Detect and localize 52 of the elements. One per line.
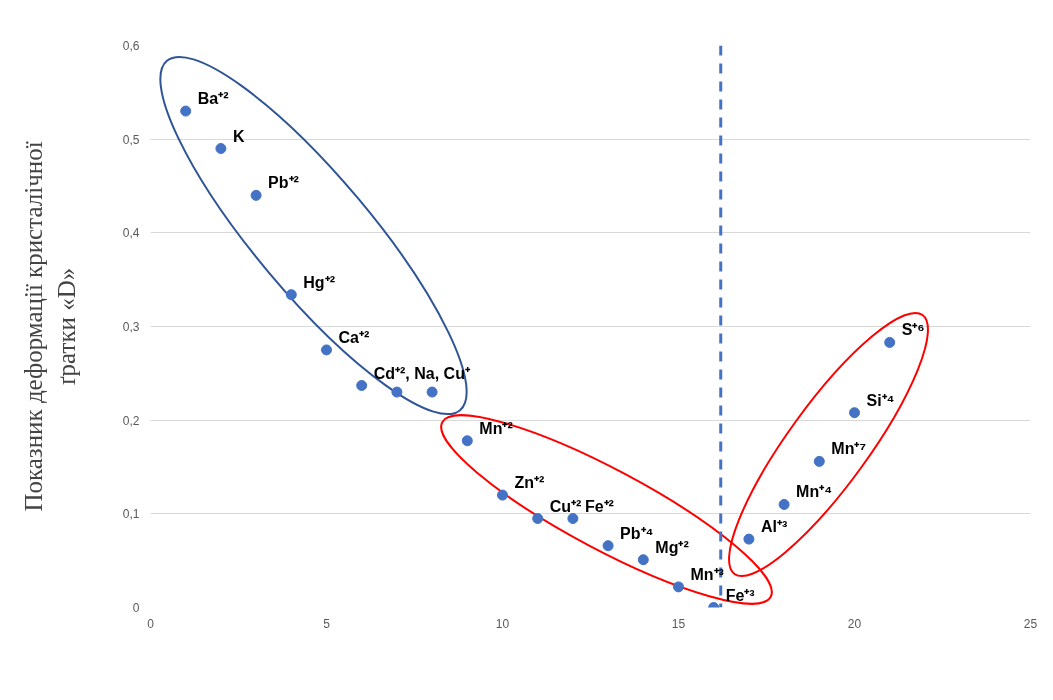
annotation: Pb⁺⁴ <box>620 524 654 542</box>
point <box>497 489 508 501</box>
x-tick-label: 20 <box>847 616 862 631</box>
point <box>637 554 649 566</box>
point <box>215 143 227 155</box>
x-tick-label: 25 <box>1023 616 1038 631</box>
y-tick-label: 0,4 <box>122 226 140 241</box>
y-tick-label: 0,2 <box>122 413 140 428</box>
point <box>391 386 403 398</box>
x-tick-label: 5 <box>323 616 331 631</box>
point <box>813 455 825 467</box>
y-tick-label: 0,3 <box>122 320 140 334</box>
y-axis-title: Показник деформації кристалічної ґратки «D» <box>20 141 80 512</box>
point <box>285 289 297 301</box>
annotation: Mg⁺² <box>655 538 689 556</box>
annotation: Al⁺³ <box>760 518 788 536</box>
annotation: Hg⁺² <box>303 273 335 291</box>
annotation: Mn⁺³ <box>690 565 724 583</box>
y-tick-label: 0,6 <box>122 39 140 53</box>
annotation: Ba⁺² <box>197 90 229 108</box>
x-tick-label: 15 <box>671 616 686 631</box>
y-tick-label: 0 <box>132 601 140 615</box>
point <box>743 533 755 545</box>
point <box>321 344 332 356</box>
y-tick-label: 0,1 <box>122 507 140 522</box>
point <box>356 380 368 391</box>
y-tick-label: 0,5 <box>122 132 140 147</box>
point <box>602 540 614 552</box>
annotation: Ca⁺² <box>338 328 370 346</box>
x-tick-label: 0 <box>147 616 155 631</box>
annotation: Fe⁺³ <box>725 586 755 604</box>
point <box>778 498 790 510</box>
annotation: Fe⁺² <box>584 497 614 515</box>
point <box>532 513 544 525</box>
annotation: Mn⁺⁴ <box>796 483 833 501</box>
annotation: Mn⁺⁷ <box>831 440 866 458</box>
point <box>426 386 438 398</box>
annotation: Mn⁺² <box>479 419 513 437</box>
point <box>180 105 192 117</box>
point <box>673 581 684 593</box>
annotation: Cu⁺² <box>549 497 582 515</box>
annotation: Zn⁺² <box>514 474 545 492</box>
x-tick-label: 10 <box>495 616 510 631</box>
point <box>250 189 262 201</box>
point <box>567 513 579 525</box>
annotation: Pb⁺² <box>268 174 299 192</box>
annotation: K <box>232 127 245 145</box>
annotation: Si⁺⁴ <box>866 391 895 409</box>
point <box>849 407 860 419</box>
point <box>461 435 473 447</box>
annotation: S⁺⁶ <box>901 321 925 339</box>
point <box>884 336 896 348</box>
